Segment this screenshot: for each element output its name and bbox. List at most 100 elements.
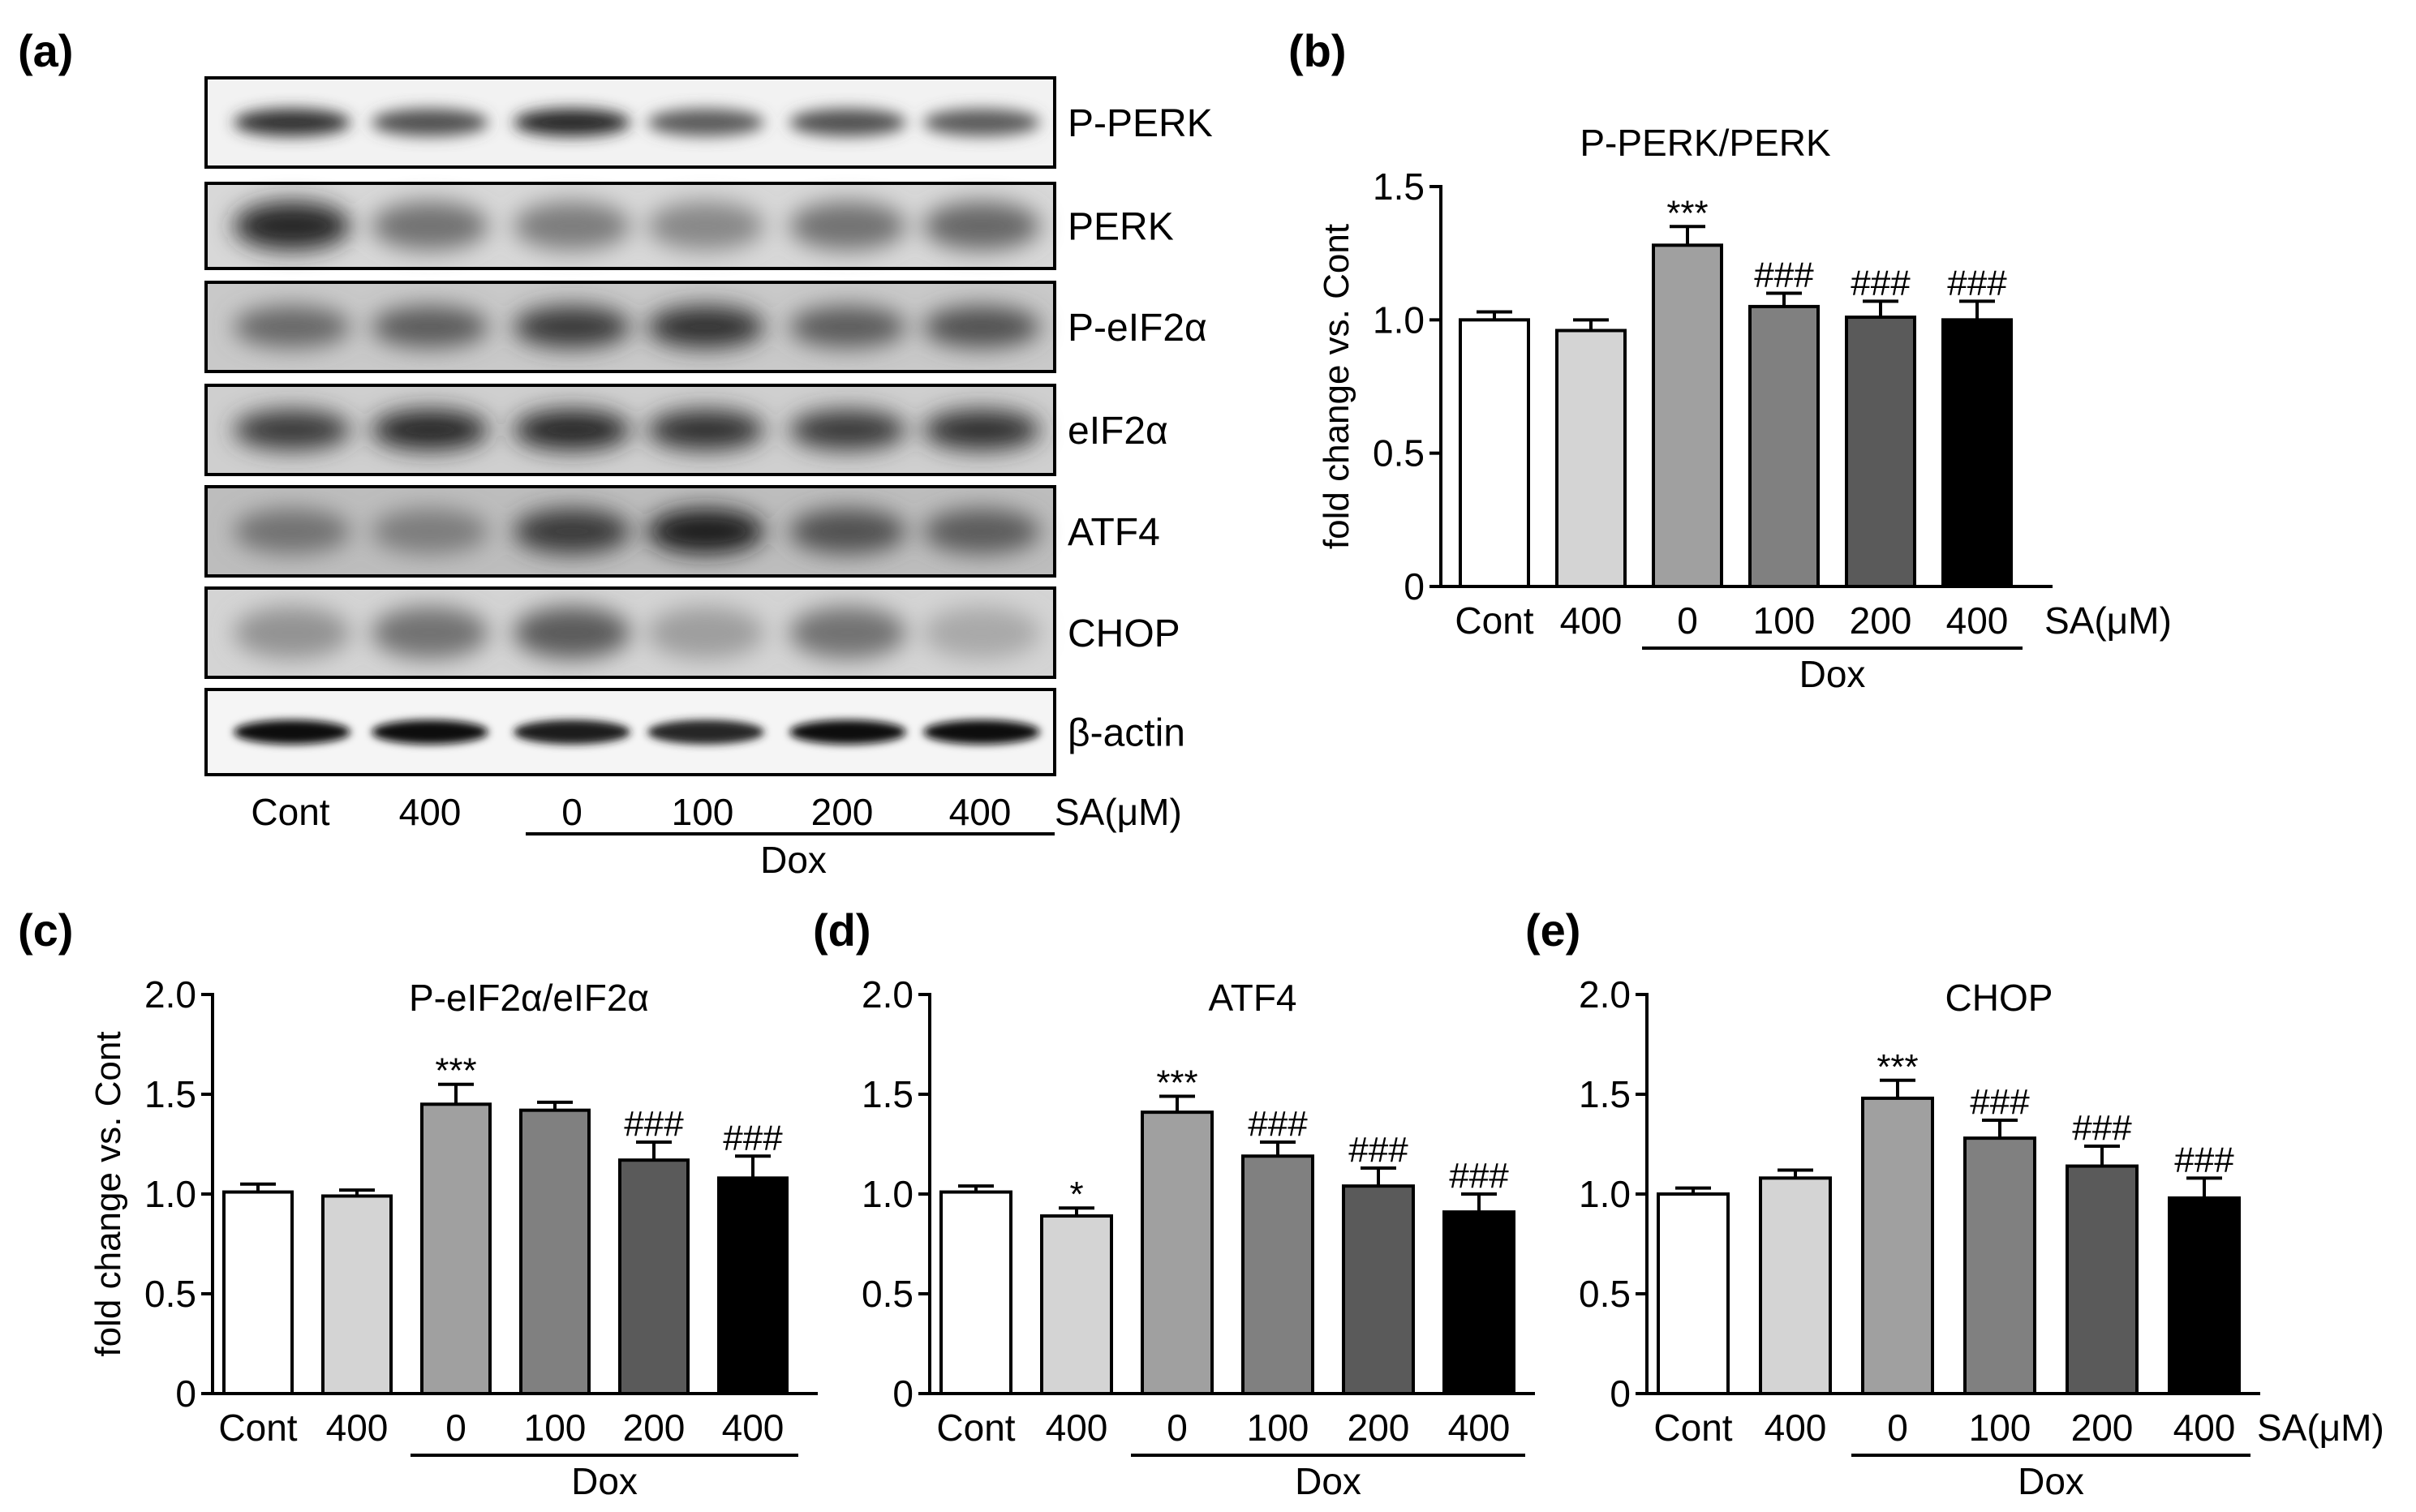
category-label: 100 (1969, 1407, 2031, 1449)
blot-band (234, 109, 350, 136)
panel-a-letter: (a) (18, 25, 73, 76)
bar-cont-0 (1459, 318, 1530, 588)
blot-band (789, 607, 906, 659)
blot-band (372, 607, 488, 659)
blot-band (647, 410, 764, 450)
category-label: 0 (445, 1407, 466, 1449)
bar-cont-0 (1657, 1192, 1730, 1395)
category-label: 100 (1753, 599, 1816, 642)
panel-d: (d) ATF4 0 0.5 1.0 1.5 2.0 Cont * 400 *** 0 ### 100 #… (813, 904, 1535, 1502)
y-tick-label: 1.0 (144, 1173, 196, 1215)
dox-label: Dox (1295, 1460, 1361, 1502)
bar-400-1 (321, 1194, 393, 1395)
lane-label: 400 (399, 791, 462, 833)
panel-c-letter: (c) (18, 904, 73, 956)
category-label: 400 (1765, 1407, 1827, 1449)
y-axis-label: fold change vs. Cont (88, 1031, 128, 1356)
blot-band (647, 509, 764, 554)
category-label: 200 (1348, 1407, 1410, 1449)
bar-0-2 (1141, 1110, 1214, 1395)
blot-label: P-eIF2α (1068, 307, 1207, 350)
y-axis-label: fold change vs. Cont (1317, 224, 1356, 549)
blot-band (234, 201, 350, 251)
blot-label: P-PERK (1068, 102, 1213, 145)
lane-label: 400 (949, 791, 1012, 833)
blot-label: β-actin (1068, 712, 1185, 755)
y-tick-label: 0 (892, 1372, 914, 1415)
blot-band (234, 719, 350, 745)
significance-label: *** (435, 1051, 476, 1091)
blot-strip-frame (204, 281, 1056, 373)
bar-0-2 (1652, 243, 1723, 588)
bar-400-5 (1941, 318, 2013, 588)
chart-e: CHOP 0 0.5 1.0 1.5 2.0 Cont 400 *** 0 ### 100 ### 200… (1579, 973, 2384, 1502)
significance-label: ### (1449, 1156, 1509, 1196)
lane-label: 100 (672, 791, 734, 833)
blot-strip-frame (204, 384, 1056, 476)
y-tick-label: 1.5 (1579, 1073, 1631, 1115)
category-label: 0 (1887, 1407, 1908, 1449)
significance-label: *** (1156, 1063, 1197, 1102)
blot-label: PERK (1068, 206, 1174, 249)
blot-strip-p-eif2 (204, 281, 1056, 373)
panel-d-letter: (d) (813, 904, 871, 956)
blot-strip-frame (204, 182, 1056, 270)
category-label: 200 (1850, 599, 1912, 642)
blot-band (514, 306, 630, 348)
blot-band (514, 109, 630, 136)
blot-band (923, 109, 1040, 136)
y-tick-label: 0.5 (862, 1273, 914, 1315)
category-label: 100 (1247, 1407, 1309, 1449)
blot-band (789, 306, 906, 348)
blot-strips (204, 76, 1056, 776)
chart-title: P-eIF2α/eIF2α (409, 977, 649, 1019)
category-label: 200 (2071, 1407, 2134, 1449)
dox-label: Dox (2018, 1460, 2084, 1502)
panel-b: (b) P-PERK/PERK 0 0.5 1.0 1.5 fold change vs.… (1288, 25, 2172, 695)
blot-strip-p-perk (204, 76, 1056, 169)
blot-band (372, 509, 488, 554)
category-label: 400 (326, 1407, 389, 1449)
bar-200-4 (618, 1158, 690, 1396)
unit-label: SA(μM) (2257, 1407, 2384, 1449)
category-label: 100 (524, 1407, 587, 1449)
blot-strip-actin (204, 688, 1056, 776)
blot-bands (234, 109, 1040, 136)
blot-labels: P-PERK PERK P-eIF2α eIF2α ATF4 CHOP β-actin (1068, 102, 1213, 755)
blot-bands (234, 607, 1040, 659)
bar-400-1 (1555, 329, 1627, 588)
blot-band (514, 719, 630, 745)
category-label: Cont (218, 1407, 297, 1449)
blot-band (789, 201, 906, 251)
blot-strip-frame (204, 485, 1056, 578)
category-label: Cont (1653, 1407, 1732, 1449)
lane-label: 200 (811, 791, 874, 833)
blot-band (923, 719, 1040, 745)
blot-band (372, 306, 488, 348)
blot-strip-eif2 (204, 384, 1056, 476)
unit-label: SA(μM) (2044, 599, 2172, 642)
y-tick-label: 1.5 (1373, 165, 1425, 208)
bar-100-3 (1241, 1154, 1314, 1395)
blot-band (647, 607, 764, 659)
blot-strip-perk (204, 182, 1056, 270)
blot-band (923, 509, 1040, 554)
blot-band (372, 109, 488, 136)
blot-band (514, 509, 630, 554)
blot-band (789, 719, 906, 745)
significance-label: *** (1666, 193, 1708, 233)
blot-band (647, 109, 764, 136)
blot-band (372, 410, 488, 450)
chart-b: P-PERK/PERK 0 0.5 1.0 1.5 fold change vs. Con… (1317, 122, 2172, 695)
chart-title: P-PERK/PERK (1580, 122, 1831, 164)
significance-label: * (1069, 1175, 1083, 1214)
dox-label: Dox (571, 1460, 638, 1502)
blot-band (372, 719, 488, 745)
blot-strip-chop (204, 586, 1056, 679)
category-label: 400 (2173, 1407, 2236, 1449)
significance-label: ### (1947, 263, 2007, 303)
chart-title: ATF4 (1208, 977, 1296, 1019)
blot-bands (234, 410, 1040, 450)
blot-band (647, 719, 764, 745)
